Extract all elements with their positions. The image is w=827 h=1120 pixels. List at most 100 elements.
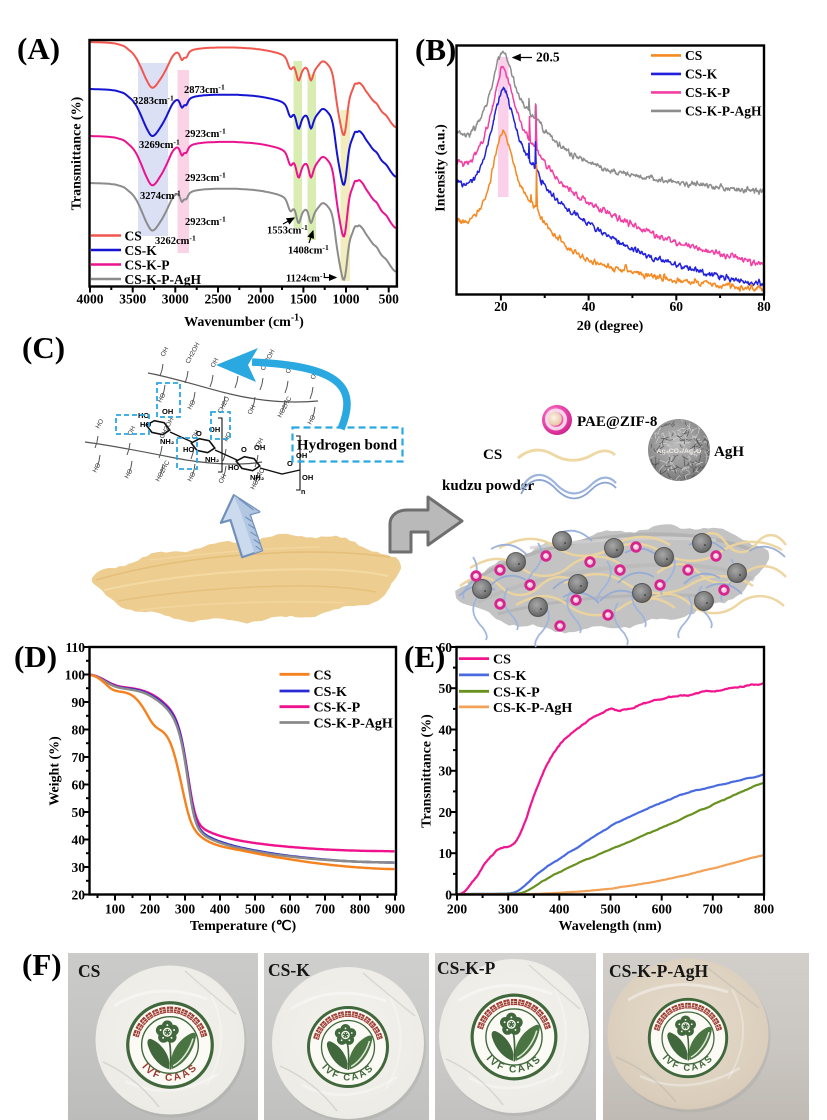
svg-text:50: 50 [72, 805, 86, 820]
svg-text:(A): (A) [17, 31, 60, 66]
svg-text:OH: OH [247, 404, 258, 416]
svg-text:CS-K-P-AgH: CS-K-P-AgH [314, 717, 393, 732]
svg-text:0: 0 [445, 887, 452, 902]
svg-text:2500: 2500 [205, 292, 232, 307]
svg-text:20: 20 [439, 805, 453, 820]
svg-text:HO: HO [92, 462, 103, 474]
svg-text:3500: 3500 [119, 292, 146, 307]
svg-text:NH₂: NH₂ [160, 437, 174, 446]
svg-text:OH: OH [191, 429, 202, 441]
svg-text:CS-K: CS-K [493, 669, 527, 684]
svg-text:CS: CS [483, 447, 502, 463]
svg-text:300: 300 [498, 902, 519, 917]
svg-text:40: 40 [439, 722, 453, 737]
svg-text:OH: OH [160, 346, 171, 358]
svg-text:100: 100 [105, 902, 126, 917]
svg-text:30: 30 [72, 860, 86, 875]
svg-text:600: 600 [652, 902, 673, 917]
svg-text:90: 90 [72, 695, 86, 710]
svg-text:2923cm-1: 2923cm-1 [185, 171, 226, 184]
svg-text:20.5: 20.5 [536, 50, 560, 65]
svg-text:70: 70 [72, 750, 86, 765]
svg-text:CS-K-P: CS-K-P [125, 257, 170, 272]
svg-text:CS: CS [685, 48, 702, 63]
svg-text:3262cm-1: 3262cm-1 [155, 234, 196, 247]
svg-text:HO: HO [187, 471, 198, 483]
svg-text:3283cm-1: 3283cm-1 [133, 94, 174, 107]
svg-text:O: O [287, 459, 293, 468]
svg-text:400: 400 [549, 902, 570, 917]
svg-text:HO: HO [157, 392, 168, 404]
svg-text:60: 60 [72, 777, 86, 792]
svg-text:kudzu powder: kudzu powder [442, 478, 534, 494]
svg-text:CS-K-P: CS-K-P [493, 685, 540, 700]
svg-text:CS-K: CS-K [314, 685, 348, 700]
svg-text:CS-K-P: CS-K-P [314, 701, 361, 716]
svg-text:HO: HO [95, 418, 106, 430]
svg-text:300: 300 [175, 902, 196, 917]
svg-text:OH: OH [127, 425, 138, 437]
svg-text:CS-K-P-AgH: CS-K-P-AgH [125, 272, 202, 287]
svg-text:500: 500 [379, 292, 400, 307]
svg-text:60: 60 [670, 299, 684, 314]
svg-text:Hydrogen bond: Hydrogen bond [297, 438, 398, 454]
svg-text:200: 200 [140, 902, 161, 917]
svg-text:CS-K-P-AgH: CS-K-P-AgH [609, 961, 709, 981]
svg-text:2000: 2000 [247, 292, 274, 307]
svg-text:1000: 1000 [333, 292, 360, 307]
svg-text:3274cm-1: 3274cm-1 [140, 189, 181, 202]
svg-text:500: 500 [600, 902, 621, 917]
svg-text:OH: OH [162, 407, 173, 416]
svg-text:4000: 4000 [77, 292, 104, 307]
svg-text:n: n [301, 489, 305, 496]
svg-text:OH: OH [296, 451, 307, 460]
svg-text:(C): (C) [22, 330, 65, 365]
svg-text:HO: HO [124, 468, 135, 480]
svg-text:500: 500 [245, 902, 266, 917]
svg-text:20: 20 [494, 299, 508, 314]
svg-text:Weight (%): Weight (%) [48, 736, 63, 806]
svg-text:CS-K: CS-K [685, 67, 718, 82]
svg-text:80: 80 [757, 299, 771, 314]
svg-text:800: 800 [350, 902, 371, 917]
svg-text:HO: HO [187, 399, 198, 411]
svg-text:NH₂: NH₂ [250, 473, 264, 482]
svg-text:1500: 1500 [290, 292, 317, 307]
svg-text:OH: OH [302, 473, 313, 482]
svg-text:2923cm-1: 2923cm-1 [185, 215, 226, 228]
svg-text:CS-K: CS-K [125, 243, 158, 258]
svg-text:1408cm-1: 1408cm-1 [288, 243, 329, 256]
svg-text:(D): (D) [14, 639, 57, 674]
svg-text:OH: OH [218, 473, 229, 485]
svg-text:100: 100 [65, 667, 86, 682]
svg-text:400: 400 [210, 902, 231, 917]
svg-text:50: 50 [439, 681, 453, 696]
svg-text:CS-K-P: CS-K-P [437, 958, 496, 978]
svg-text:O: O [196, 429, 202, 438]
svg-text:OH: OH [255, 437, 266, 449]
svg-text:Transmittance (%): Transmittance (%) [420, 714, 435, 828]
svg-text:OH: OH [210, 357, 221, 369]
svg-text:HO: HO [223, 431, 234, 443]
svg-text:OH: OH [254, 443, 265, 452]
svg-text:110: 110 [65, 640, 85, 655]
svg-text:HO: HO [140, 420, 151, 429]
svg-text:900: 900 [385, 902, 406, 917]
svg-text:Temperature (℃): Temperature (℃) [190, 919, 297, 934]
svg-text:60: 60 [439, 640, 453, 655]
svg-text:700: 700 [703, 902, 724, 917]
svg-text:CS-K-P-AgH: CS-K-P-AgH [493, 701, 572, 716]
svg-text:HO2HC: HO2HC [155, 459, 172, 483]
svg-text:CS: CS [493, 653, 511, 668]
svg-text:CH2OH: CH2OH [185, 341, 202, 365]
svg-text:CS: CS [125, 228, 142, 243]
svg-text:2923cm-1: 2923cm-1 [185, 127, 226, 140]
svg-text:CS: CS [314, 668, 332, 683]
svg-text:Wavelength (nm): Wavelength (nm) [558, 919, 661, 934]
svg-text:Ag₂CO₃/Ag₂O: Ag₂CO₃/Ag₂O [657, 448, 702, 455]
svg-text:Wavenumber (cm-1): Wavenumber (cm-1) [184, 313, 304, 331]
svg-text:20: 20 [72, 887, 86, 902]
svg-text:(F): (F) [22, 947, 62, 982]
svg-text:CS-K-P-AgH: CS-K-P-AgH [685, 104, 762, 119]
svg-text:40: 40 [582, 299, 596, 314]
